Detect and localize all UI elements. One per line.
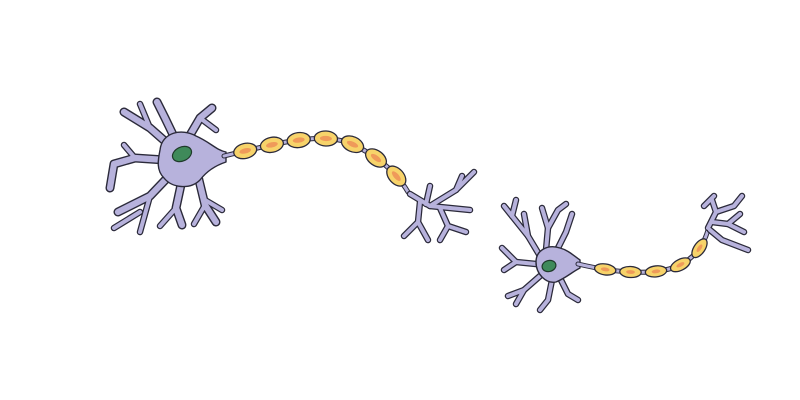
neuron-1: [105, 97, 478, 244]
neuron-1-schwann-nucleus: [292, 137, 305, 143]
neuron-1-nucleus: [171, 145, 193, 163]
neuron-1-schwann-nucleus: [266, 141, 278, 148]
neuron-2-schwann-nucleus: [626, 270, 635, 274]
neuron-2-axon-terminals: [700, 192, 752, 254]
neuron-2: [498, 192, 752, 314]
neuron-1-schwann-nucleus: [391, 171, 401, 181]
neuron-2-schwann-nucleus: [696, 244, 703, 252]
neuron-2-schwann-nucleus: [676, 262, 685, 268]
neuron-2-nucleus: [541, 259, 557, 273]
neuron-1-myelin-sheath: [233, 130, 407, 187]
neuron-2-schwann-nucleus: [651, 269, 661, 274]
neuron-1-soma: [157, 131, 227, 188]
neuron-2-schwann-nucleus: [600, 267, 610, 272]
neuron-1-schwann-nucleus: [346, 140, 359, 148]
neuron-2-myelin-sheath: [593, 238, 708, 279]
neuron-1-schwann-nucleus: [239, 148, 252, 154]
neuron-1-axon-terminals: [400, 168, 478, 244]
neuron-1-schwann-nucleus: [319, 135, 332, 142]
neuron-2-dendrites: [498, 196, 582, 314]
neuron-1-schwann-nucleus: [370, 153, 382, 163]
